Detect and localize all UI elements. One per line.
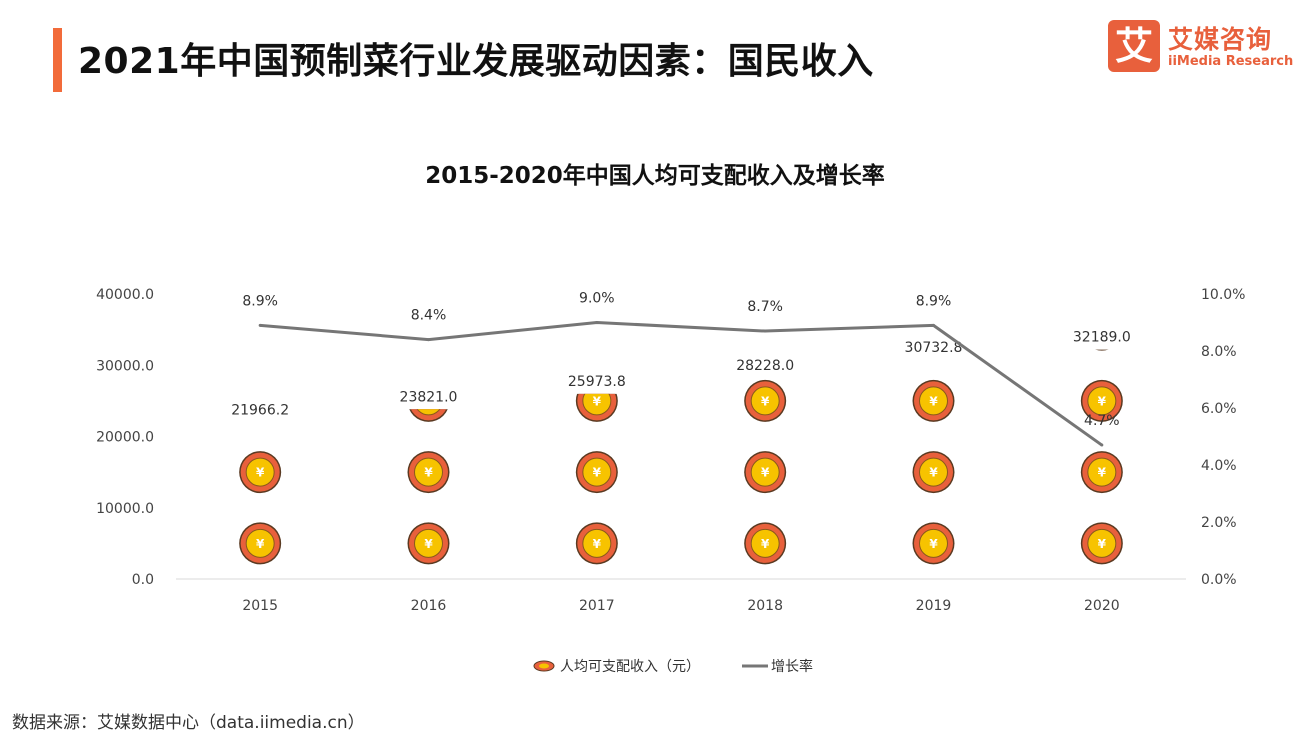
logo-name-cn: 艾媒咨询 (1168, 25, 1273, 54)
yuan-coin-icon: ¥ (409, 409, 448, 422)
yuan-coin-icon: ¥ (575, 451, 618, 494)
page-title: 2021年中国预制菜行业发展驱动因素：国民收入 (78, 41, 874, 82)
growth-rate-point (1100, 443, 1104, 447)
svg-text:¥: ¥ (256, 466, 265, 480)
y-left-tick-label: 40000.0 (96, 287, 154, 303)
growth-rate-label: 4.7% (1084, 413, 1120, 429)
y-right-tick-label: 10.0% (1201, 287, 1245, 303)
growth-rate-point (427, 338, 430, 342)
y-left-tick-label: 0.0 (132, 572, 154, 588)
yuan-coin-icon: ¥ (912, 522, 955, 565)
svg-text:¥: ¥ (1098, 394, 1107, 408)
yuan-coin-icon: ¥ (1080, 451, 1123, 494)
yuan-coin-icon: ¥ (239, 522, 282, 565)
yuan-coin-icon: ¥ (575, 393, 618, 422)
growth-rate-label: 8.9% (242, 293, 278, 309)
logo-name-en: iiMedia Research (1168, 54, 1294, 69)
yuan-coin-icon: ¥ (744, 522, 787, 565)
growth-rate-line (260, 321, 1103, 447)
x-tick-label: 2019 (916, 598, 952, 614)
yuan-coin-icon: ¥ (912, 451, 955, 494)
svg-text:¥: ¥ (256, 537, 265, 551)
x-tick-label: 2016 (411, 598, 447, 614)
bar-value-label: 21966.2 (231, 402, 289, 418)
y-left-tick-label: 10000.0 (96, 501, 154, 517)
svg-text:¥: ¥ (761, 537, 770, 551)
data-source: 数据来源：艾媒数据中心（data.iimedia.cn） (12, 713, 365, 733)
yuan-coin-icon: ¥ (575, 522, 618, 565)
y-right-tick-label: 4.0% (1201, 458, 1237, 474)
yuan-coin-icon: ¥ (1080, 379, 1123, 422)
svg-text:¥: ¥ (593, 394, 602, 408)
legend-label-income: 人均可支配收入（元） (560, 659, 700, 675)
x-tick-label: 2018 (747, 598, 783, 614)
y-right-tick-label: 8.0% (1201, 344, 1237, 360)
svg-text:¥: ¥ (1098, 466, 1107, 480)
chart-title: 2015-2020年中国人均可支配收入及增长率 (425, 163, 885, 189)
bar-value-label: 32189.0 (1073, 330, 1131, 346)
growth-rate-point (258, 323, 262, 327)
yuan-coin-icon: ¥ (239, 451, 282, 494)
growth-rate-label: 8.4% (411, 308, 447, 324)
x-tick-label: 2017 (579, 598, 615, 614)
y-right-tick-label: 2.0% (1201, 515, 1237, 531)
bar-value-label: 30732.8 (905, 340, 963, 356)
growth-rate-point (763, 329, 767, 333)
growth-rate-label: 8.9% (916, 293, 952, 309)
svg-text:¥: ¥ (929, 394, 938, 408)
svg-text:¥: ¥ (761, 394, 770, 408)
y-left-tick-label: 20000.0 (96, 430, 154, 446)
yuan-coin-icon: ¥ (407, 451, 450, 494)
yuan-coin-icon: ¥ (407, 522, 450, 565)
yuan-coin-icon: ¥ (1080, 522, 1123, 565)
growth-rate-point (595, 321, 599, 324)
svg-text:¥: ¥ (593, 466, 602, 480)
svg-text:¥: ¥ (929, 537, 938, 551)
svg-text:¥: ¥ (424, 537, 433, 551)
title-accent-bar (53, 28, 62, 92)
svg-text:¥: ¥ (761, 466, 770, 480)
y-right-tick-label: 0.0% (1201, 572, 1237, 588)
logo-mark-icon: 艾 (1108, 20, 1160, 72)
bar-value-label: 28228.0 (736, 358, 794, 374)
y-left-tick-label: 30000.0 (96, 358, 154, 374)
yuan-coin-icon: ¥ (744, 451, 787, 494)
svg-text:¥: ¥ (1098, 537, 1107, 551)
svg-text:¥: ¥ (424, 466, 433, 480)
growth-rate-label: 9.0% (579, 291, 615, 307)
x-tick-label: 2020 (1084, 598, 1120, 614)
brand-logo: 艾 艾媒咨询 iiMedia Research (1108, 20, 1298, 76)
yuan-coin-icon: ¥ (744, 379, 787, 422)
yuan-coin-icon: ¥ (912, 379, 955, 422)
bar-value-label: 23821.0 (400, 389, 458, 405)
growth-rate-label: 8.7% (747, 299, 783, 315)
legend-label-growth: 增长率 (771, 658, 813, 675)
y-right-tick-label: 6.0% (1201, 401, 1237, 417)
svg-text:¥: ¥ (929, 466, 938, 480)
svg-text:¥: ¥ (593, 537, 602, 551)
legend-coin-icon (533, 660, 555, 672)
growth-rate-point (932, 323, 935, 327)
x-tick-label: 2015 (242, 598, 278, 614)
yuan-coin-icon: ¥ (1095, 349, 1109, 351)
bar-value-label: 25973.8 (568, 374, 626, 390)
